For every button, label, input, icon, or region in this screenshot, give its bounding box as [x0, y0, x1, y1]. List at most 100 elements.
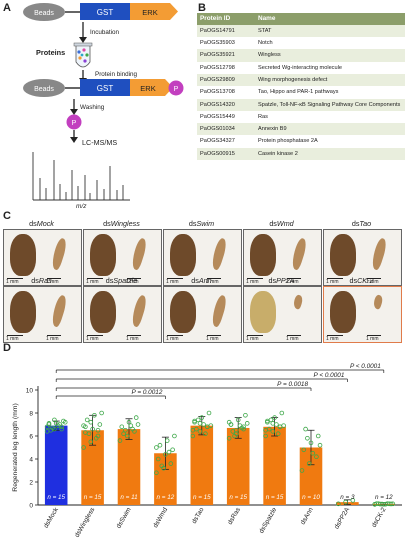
bar	[44, 425, 68, 505]
photo-label-name: Swim	[196, 219, 215, 228]
protein-name-cell: Spatzle, Toll-NF-κB Signaling Pathway Co…	[255, 98, 405, 111]
lcms-label: LC-MS/MS	[82, 138, 117, 147]
data-point	[235, 417, 241, 423]
n-label: n = 15	[193, 494, 211, 501]
erk-label-2: ERK	[140, 84, 155, 93]
data-point	[90, 426, 95, 432]
specimen-photo: 1 mm 1 mm	[3, 229, 82, 286]
data-point	[206, 410, 212, 416]
bar	[263, 426, 286, 505]
table-row: PaOGS34327 Protein phosphatase 2A	[197, 135, 405, 148]
category-label: dsTao	[191, 506, 206, 525]
p-label-1: P	[174, 86, 179, 93]
protein-name-cell: Tao, Hippo and PAR-1 pathways	[255, 86, 405, 99]
data-point	[272, 415, 277, 420]
scale-bar	[327, 278, 343, 279]
data-point	[133, 415, 139, 420]
photo-label: dsPP2A	[243, 276, 320, 285]
beads-shape-1	[23, 3, 65, 21]
data-point	[159, 463, 165, 469]
cockroach-body	[90, 234, 116, 276]
data-point	[170, 447, 175, 453]
specimen-photo: 1 mm 1 mm	[3, 286, 82, 343]
scale-label: 1 mm	[166, 336, 179, 342]
scale-label: 1 mm	[246, 336, 259, 342]
data-point	[279, 410, 285, 416]
scale-bar	[287, 278, 301, 279]
beads-label-2: Beads	[34, 86, 54, 93]
y-tick-label: 6	[29, 433, 33, 440]
photo-label: dsAnn	[163, 276, 240, 285]
data-point	[157, 442, 163, 448]
scale-bar	[327, 335, 343, 336]
leg-length-chart: 0 2 4 6 8 10 Regenerated leg length (mm) n = 15…	[12, 363, 402, 539]
cockroach-body	[330, 291, 356, 333]
data-point	[166, 449, 172, 455]
y-tick-label: 8	[29, 410, 33, 417]
scale-label: 1 mm	[46, 336, 59, 342]
photo-label: dsMock	[3, 219, 80, 228]
n-label: n = 3	[340, 494, 355, 501]
data-point	[204, 424, 210, 430]
scale-label: 1 mm	[246, 279, 259, 285]
cockroach-body	[10, 234, 36, 276]
n-label: n = 15	[84, 494, 102, 501]
cockroach-body	[90, 291, 116, 333]
table-row: PaOGS35921 Wingless	[197, 49, 405, 62]
photo-label: dsWmd	[243, 219, 320, 228]
protein-id-cell: PaOGS29809	[197, 73, 255, 87]
data-point	[44, 424, 50, 430]
specimen-photo: 1 mm 1 mm	[243, 229, 322, 286]
category-label: dsAnn	[299, 506, 314, 526]
leg-specimen	[209, 294, 229, 328]
photo-label-prefix: ds	[268, 276, 277, 285]
gst-label-2: GST	[97, 84, 114, 93]
photo-label-name: Mock	[36, 219, 54, 228]
photo-label-name: Ann	[198, 276, 212, 285]
category-label: dsSwim	[115, 507, 132, 530]
data-point	[385, 501, 390, 506]
data-point	[270, 421, 276, 426]
leg-specimen	[372, 294, 384, 310]
data-point	[336, 501, 341, 507]
panel-a-workflow: Beads GST ERK Incubation Proteins Protei…	[23, 3, 184, 210]
photo-label: dsSwim	[163, 219, 240, 228]
data-point	[168, 461, 174, 466]
data-point	[350, 498, 356, 503]
data-point	[306, 461, 312, 466]
n-label: n = 15	[266, 494, 284, 501]
bar	[299, 447, 323, 505]
photo-label-prefix: ds	[31, 276, 39, 285]
data-point	[314, 454, 319, 459]
photo-label: dsRas	[3, 276, 80, 285]
data-point	[124, 433, 130, 439]
photo-label-name: Wmd	[276, 219, 294, 228]
data-point	[343, 499, 348, 505]
data-point	[86, 431, 92, 436]
data-point	[315, 433, 321, 439]
photo-label-prefix: ds	[351, 219, 360, 228]
data-point	[305, 436, 310, 441]
data-point	[155, 456, 161, 462]
data-point	[121, 431, 126, 436]
data-point	[244, 421, 250, 426]
data-point	[95, 427, 101, 433]
scale-bar	[247, 278, 263, 279]
gst-box-1	[80, 3, 130, 20]
photo-label: dsWingless	[83, 219, 160, 228]
data-point	[88, 419, 94, 425]
scale-bar	[47, 335, 61, 336]
category-label: dsMock	[43, 506, 61, 530]
scale-bar	[247, 335, 263, 336]
table-row: PaOGS15449 Ras	[197, 110, 405, 124]
data-point	[59, 426, 64, 432]
scale-bar	[167, 278, 183, 279]
data-point	[135, 422, 141, 427]
photo-label-prefix: ds	[191, 276, 199, 285]
data-point	[154, 445, 159, 450]
scale-label: 1 mm	[366, 336, 379, 342]
protein-id-cell: PaOGS15449	[197, 110, 255, 124]
data-point	[303, 426, 308, 432]
header-protein-id: Protein ID	[197, 13, 255, 25]
scale-bar	[287, 335, 301, 336]
